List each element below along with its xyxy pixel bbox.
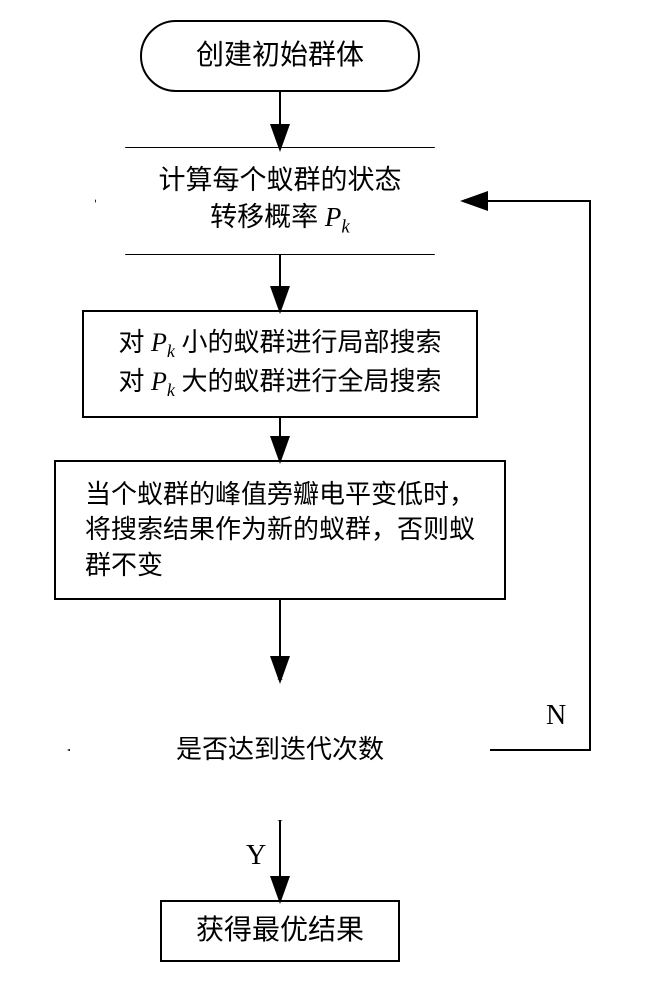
edge-decision-loop (464, 201, 590, 750)
no-text: N (546, 700, 566, 731)
no-label: N (546, 700, 566, 732)
yes-text: Y (246, 840, 266, 871)
edges-svg (0, 0, 654, 1000)
yes-label: Y (246, 840, 266, 872)
